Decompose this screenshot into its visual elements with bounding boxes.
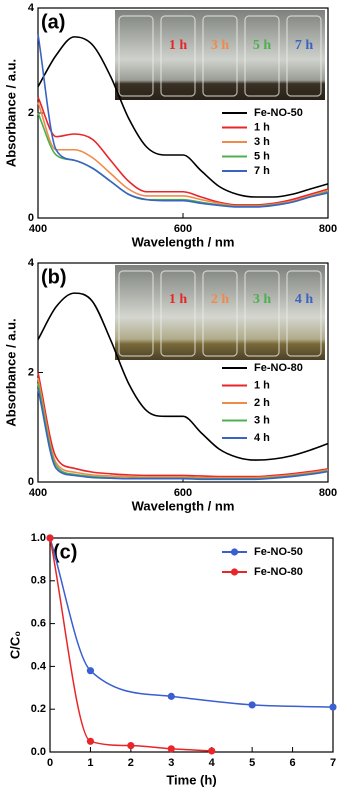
- data-point: [167, 692, 175, 700]
- legend-marker: [230, 548, 239, 556]
- inset-label: 4 h: [295, 292, 314, 307]
- spectrum-line: [37, 383, 329, 480]
- y-axis-title: Absorbance / a.u.: [3, 59, 18, 167]
- data-point: [248, 701, 256, 709]
- vial: [244, 270, 280, 357]
- spectrum-line: [37, 96, 329, 206]
- spectrum-line: [37, 372, 329, 478]
- x-tick-label: 3: [168, 757, 174, 769]
- legend-label: 2 h: [254, 397, 270, 409]
- data-point: [127, 741, 135, 750]
- vial: [160, 270, 196, 357]
- legend-label: 1 h: [254, 379, 270, 391]
- y-tick-label: 0.0: [31, 746, 46, 758]
- data-point: [46, 534, 54, 542]
- y-tick-label: 2: [28, 366, 34, 378]
- legend-label: 1 h: [254, 121, 270, 133]
- y-tick-label: 0.6: [31, 618, 46, 630]
- legend-label: 3 h: [254, 414, 270, 426]
- legend-label: Fe-NO-50: [254, 107, 303, 119]
- panel: 1 h 3 h 5 h 7 h 400 600 800 0 2 4 Wavelength / nm A…: [3, 2, 337, 250]
- inset-label: 1 h: [169, 38, 188, 53]
- legend-marker: [230, 568, 239, 576]
- x-tick-label: 800: [319, 487, 337, 499]
- x-axis-title: Time (h): [166, 772, 216, 787]
- inset-label: 3 h: [253, 292, 272, 307]
- x-tick-label: 4: [209, 757, 216, 769]
- legend-label: 3 h: [254, 136, 270, 148]
- data-point: [329, 703, 337, 711]
- spectrum-line: [37, 388, 329, 481]
- x-tick-label: 600: [174, 487, 192, 499]
- y-tick-label: 0.8: [31, 575, 46, 587]
- x-axis-title: Wavelength / nm: [132, 234, 235, 249]
- y-tick-label: 0: [28, 212, 34, 224]
- fit-curve: [49, 537, 212, 752]
- x-tick-label: 600: [174, 223, 192, 235]
- fit-curve: [49, 537, 334, 708]
- panel: 1 h 2 h 3 h 4 h 400 600 800 0 2 4 Wavelength / nm A…: [3, 257, 337, 514]
- vial: [118, 15, 154, 97]
- legend-label: Fe-NO-80: [254, 566, 303, 578]
- data-point: [86, 667, 95, 675]
- y-axis-title: Absorbance / a.u.: [3, 318, 18, 426]
- legend-label: Fe-NO-50: [254, 546, 303, 558]
- vial: [202, 270, 238, 357]
- legend-label: 4 h: [254, 432, 270, 444]
- data-point: [167, 745, 175, 753]
- x-tick-label: 400: [29, 223, 47, 235]
- x-axis-title: Wavelength / nm: [132, 498, 235, 513]
- x-tick-label: 2: [128, 757, 134, 769]
- inset-label: 3 h: [211, 38, 230, 53]
- x-tick-label: 800: [319, 223, 337, 235]
- x-tick-label: 5: [249, 757, 255, 769]
- panel-label: (a): [41, 11, 65, 33]
- panel-label: (b): [41, 266, 67, 288]
- inset-label: 2 h: [211, 292, 230, 307]
- vial: [118, 270, 154, 357]
- x-tick-label: 1: [87, 757, 93, 769]
- y-tick-label: 2: [28, 107, 34, 119]
- y-tick-label: 0.2: [31, 703, 46, 715]
- x-tick-label: 7: [330, 757, 336, 769]
- panel-label: (c): [53, 541, 77, 563]
- inset-label: 7 h: [295, 38, 314, 53]
- y-tick-label: 4: [28, 257, 35, 269]
- y-tick-label: 0: [28, 476, 34, 488]
- vial: [244, 15, 280, 97]
- data-point: [86, 737, 95, 745]
- plot-frame: [49, 537, 334, 753]
- legend-label: Fe-NO-80: [254, 362, 303, 374]
- y-axis-title: C/C₀: [7, 631, 22, 659]
- data-point: [208, 747, 216, 755]
- spectrum-line: [37, 36, 329, 198]
- vial: [202, 15, 238, 97]
- spectrum-line: [37, 292, 329, 461]
- panel: 0 1 2 3 4 5 6 7 0.0 0.2 0.4 0.6 0.8 1.0 Time (h) C/C₀ (c…: [7, 532, 337, 787]
- y-tick-label: 4: [28, 2, 35, 14]
- vial: [160, 15, 196, 97]
- inset-photo: [115, 10, 325, 100]
- spectrum-line: [37, 377, 329, 479]
- inset-label: 5 h: [253, 38, 272, 53]
- x-tick-label: 0: [47, 757, 53, 769]
- y-tick-label: 1.0: [31, 532, 46, 544]
- x-tick-label: 400: [29, 487, 47, 499]
- legend-label: 7 h: [254, 165, 270, 177]
- inset-label: 1 h: [169, 292, 188, 307]
- y-tick-label: 0.4: [31, 660, 47, 672]
- spectrum-line: [37, 34, 329, 208]
- vial: [286, 15, 322, 97]
- legend-label: 5 h: [254, 150, 270, 162]
- x-tick-label: 6: [290, 757, 296, 769]
- inset-photo: [115, 265, 325, 360]
- vial: [286, 270, 322, 357]
